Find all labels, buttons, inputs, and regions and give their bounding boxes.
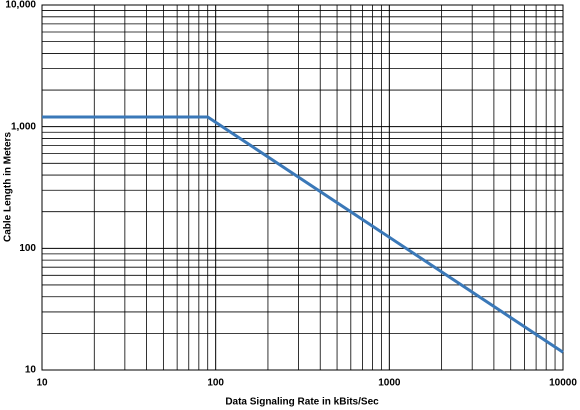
y-tick-label: 10,000 <box>5 0 36 11</box>
y-tick-label: 1,000 <box>11 121 36 132</box>
x-tick-label: 10000 <box>549 378 577 389</box>
plot-frame <box>41 4 564 371</box>
y-tick-label: 10 <box>25 365 37 376</box>
x-tick-label: 10 <box>36 378 48 389</box>
y-axis-label: Cable Length in Meters <box>3 132 14 242</box>
x-axis-label: Data Signaling Rate in kBits/Sec <box>225 397 379 408</box>
y-tick-label: 100 <box>19 243 36 254</box>
x-tick-label: 1000 <box>378 378 401 389</box>
data-line <box>42 115 564 354</box>
x-tick-label: 100 <box>207 378 224 389</box>
